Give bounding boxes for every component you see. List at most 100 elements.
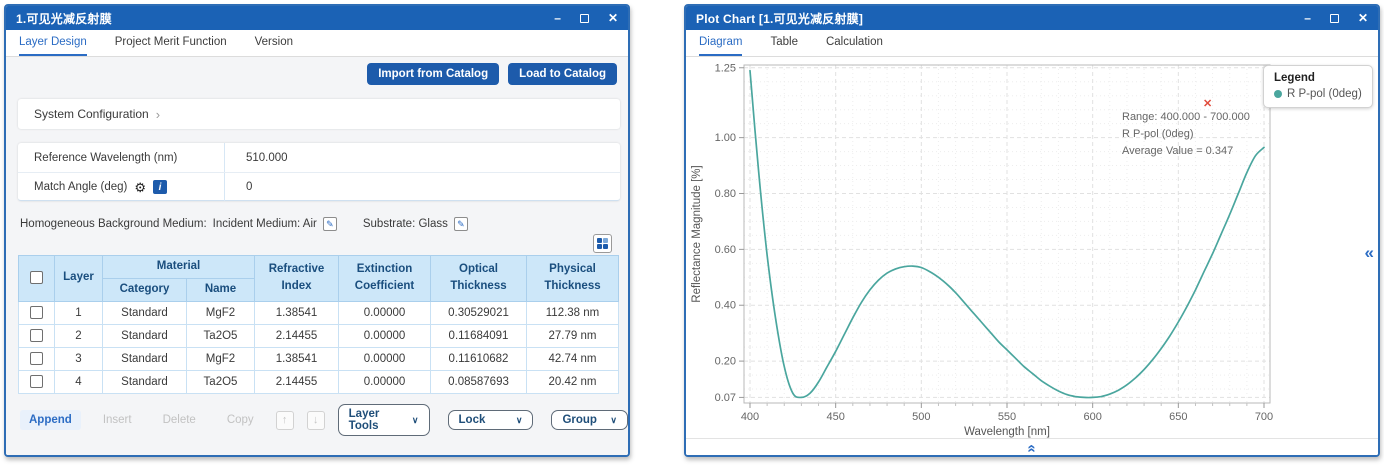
table-cell[interactable]: MgF2: [186, 346, 255, 371]
table-cell[interactable]: 4: [54, 369, 103, 394]
table-cell[interactable]: 2: [54, 323, 103, 348]
move-up-icon[interactable]: ↑: [275, 410, 294, 430]
table-cell[interactable]: 20.42 nm: [526, 369, 619, 394]
maximize-icon[interactable]: [1329, 13, 1339, 23]
table-cell[interactable]: 0.00000: [338, 369, 431, 394]
reference-wavelength-label: Reference Wavelength (nm): [34, 151, 178, 164]
table-cell[interactable]: Ta2O5: [186, 323, 255, 348]
append-button[interactable]: Append: [20, 410, 81, 430]
close-icon[interactable]: ✕: [607, 11, 618, 25]
parameters-card: Reference Wavelength (nm) 510.000 Match …: [18, 143, 620, 201]
checkbox-cell: [18, 369, 55, 394]
import-from-catalog-button[interactable]: Import from Catalog: [367, 63, 500, 85]
chevron-down-icon: ∨: [610, 414, 617, 425]
layer-tools-dropdown[interactable]: Layer Tools ∨: [337, 404, 430, 436]
tab-calculation[interactable]: Calculation: [825, 36, 883, 48]
table-cell[interactable]: 0.00000: [338, 346, 431, 371]
right-titlebar[interactable]: Plot Chart [1.可见光减反射膜] – ✕: [686, 6, 1378, 30]
table-cell[interactable]: 0.11684091: [430, 323, 527, 348]
chart-annotation: ✕ Range: 400.000 - 700.000 R P-pol (0deg…: [1122, 98, 1250, 160]
reference-wavelength-field[interactable]: 510.000: [224, 143, 620, 172]
table-cell[interactable]: 112.38 nm: [526, 300, 619, 325]
minimize-icon[interactable]: –: [554, 11, 561, 25]
reflectance-curve: [749, 69, 1265, 399]
info-icon[interactable]: i: [153, 180, 167, 194]
tab-version[interactable]: Version: [254, 36, 293, 48]
table-cell[interactable]: Ta2O5: [186, 369, 255, 394]
row-checkbox[interactable]: [30, 329, 43, 343]
table-cell[interactable]: 27.79 nm: [526, 323, 619, 348]
row-checkbox[interactable]: [30, 375, 43, 389]
annotation-range: Range: 400.000 - 700.000: [1122, 111, 1250, 123]
table-cell[interactable]: 1.38541: [254, 346, 339, 371]
layer-table-body: 1 Standard MgF2 1.38541 0.00000 0.30529021 112…: [18, 300, 619, 394]
group-dropdown[interactable]: Group ∨: [551, 410, 628, 430]
legend-item[interactable]: R P-pol (0deg): [1274, 88, 1362, 100]
move-down-icon[interactable]: ↓: [306, 410, 325, 430]
close-icon[interactable]: ✕: [1357, 11, 1368, 25]
col-header-refractive-index: Refractive Index: [254, 255, 339, 302]
edit-substrate-icon[interactable]: ✎: [453, 217, 468, 231]
table-cell[interactable]: 1.38541: [254, 300, 339, 325]
copy-button[interactable]: Copy: [226, 414, 254, 426]
table-cell[interactable]: 2.14455: [254, 323, 339, 348]
layer-design-content: Import from Catalog Load to Catalog Syst…: [6, 57, 628, 455]
tab-table[interactable]: Table: [770, 36, 798, 48]
lock-dropdown[interactable]: Lock ∨: [447, 410, 534, 430]
table-cell[interactable]: 0.08587693: [430, 369, 527, 394]
collapse-right-panel-icon[interactable]: «: [1364, 243, 1374, 262]
diagram-content: 400 450 500 550 600 650 700 0.07 0.20 0.40 0.60 0.8…: [686, 57, 1378, 455]
table-cell[interactable]: 3: [54, 346, 103, 371]
row-checkbox[interactable]: [30, 306, 43, 320]
reference-wavelength-row: Reference Wavelength (nm) 510.000: [18, 143, 620, 172]
expand-bottom-panel-icon[interactable]: «: [1023, 443, 1041, 453]
table-cell[interactable]: 0.30529021: [430, 300, 527, 325]
chevron-right-icon: ›: [155, 106, 161, 122]
col-header-material: Material: [102, 255, 255, 279]
table-cell[interactable]: 1: [54, 300, 103, 325]
load-to-catalog-button[interactable]: Load to Catalog: [508, 63, 617, 85]
table-row: 1 Standard MgF2 1.38541 0.00000 0.30529021 112…: [18, 300, 619, 325]
svg-text:400: 400: [741, 411, 759, 423]
maximize-icon[interactable]: [579, 13, 589, 23]
bottom-expander-bar: «: [686, 438, 1378, 455]
match-angle-row: Match Angle (deg) ⚙ i 0: [18, 172, 620, 201]
table-cell[interactable]: 0.11610682: [430, 346, 527, 371]
gear-icon[interactable]: ⚙: [134, 179, 146, 195]
match-angle-label: Match Angle (deg): [34, 181, 128, 193]
grid-view-icon[interactable]: [593, 234, 612, 253]
system-configuration-expander[interactable]: System Configuration ›: [18, 99, 620, 129]
layer-table: Layer Material Refractive Index Extincti…: [18, 255, 619, 394]
row-checkbox[interactable]: [30, 352, 43, 366]
table-cell[interactable]: Standard: [102, 346, 187, 371]
minimize-icon[interactable]: –: [1304, 11, 1311, 25]
match-angle-field[interactable]: 0: [224, 173, 620, 201]
col-header-name: Name: [186, 277, 255, 302]
edit-incident-medium-icon[interactable]: ✎: [322, 217, 337, 231]
table-cell[interactable]: 42.74 nm: [526, 346, 619, 371]
left-titlebar[interactable]: 1.可见光减反射膜 – ✕: [6, 6, 628, 30]
delete-button[interactable]: Delete: [162, 414, 196, 426]
table-cell[interactable]: Standard: [102, 323, 187, 348]
table-cell[interactable]: Standard: [102, 369, 187, 394]
reflectance-chart: 400 450 500 550 600 650 700 0.07 0.20 0.40 0.60 0.8…: [691, 62, 1273, 438]
svg-text:1.25: 1.25: [715, 62, 736, 74]
table-cell[interactable]: 0.00000: [338, 300, 431, 325]
insert-button[interactable]: Insert: [102, 414, 132, 426]
legend-title: Legend: [1274, 72, 1315, 84]
table-cell[interactable]: Standard: [102, 300, 187, 325]
tab-diagram[interactable]: Diagram: [699, 30, 743, 56]
svg-text:0.40: 0.40: [715, 300, 736, 312]
annotation-series: R P-pol (0deg): [1122, 128, 1194, 140]
table-cell[interactable]: 0.00000: [338, 323, 431, 348]
select-all-header: [18, 255, 55, 302]
remove-annotation-icon[interactable]: ✕: [1203, 98, 1213, 110]
tab-project-merit-function[interactable]: Project Merit Function: [114, 36, 227, 48]
table-cell[interactable]: MgF2: [186, 300, 255, 325]
tab-layer-design[interactable]: Layer Design: [19, 30, 87, 56]
col-header-optical-thickness: Optical Thickness: [430, 255, 527, 302]
select-all-checkbox[interactable]: [30, 270, 43, 284]
table-row: 3 Standard MgF2 1.38541 0.00000 0.11610682 42.…: [18, 346, 619, 371]
table-cell[interactable]: 2.14455: [254, 369, 339, 394]
svg-text:500: 500: [912, 411, 930, 423]
